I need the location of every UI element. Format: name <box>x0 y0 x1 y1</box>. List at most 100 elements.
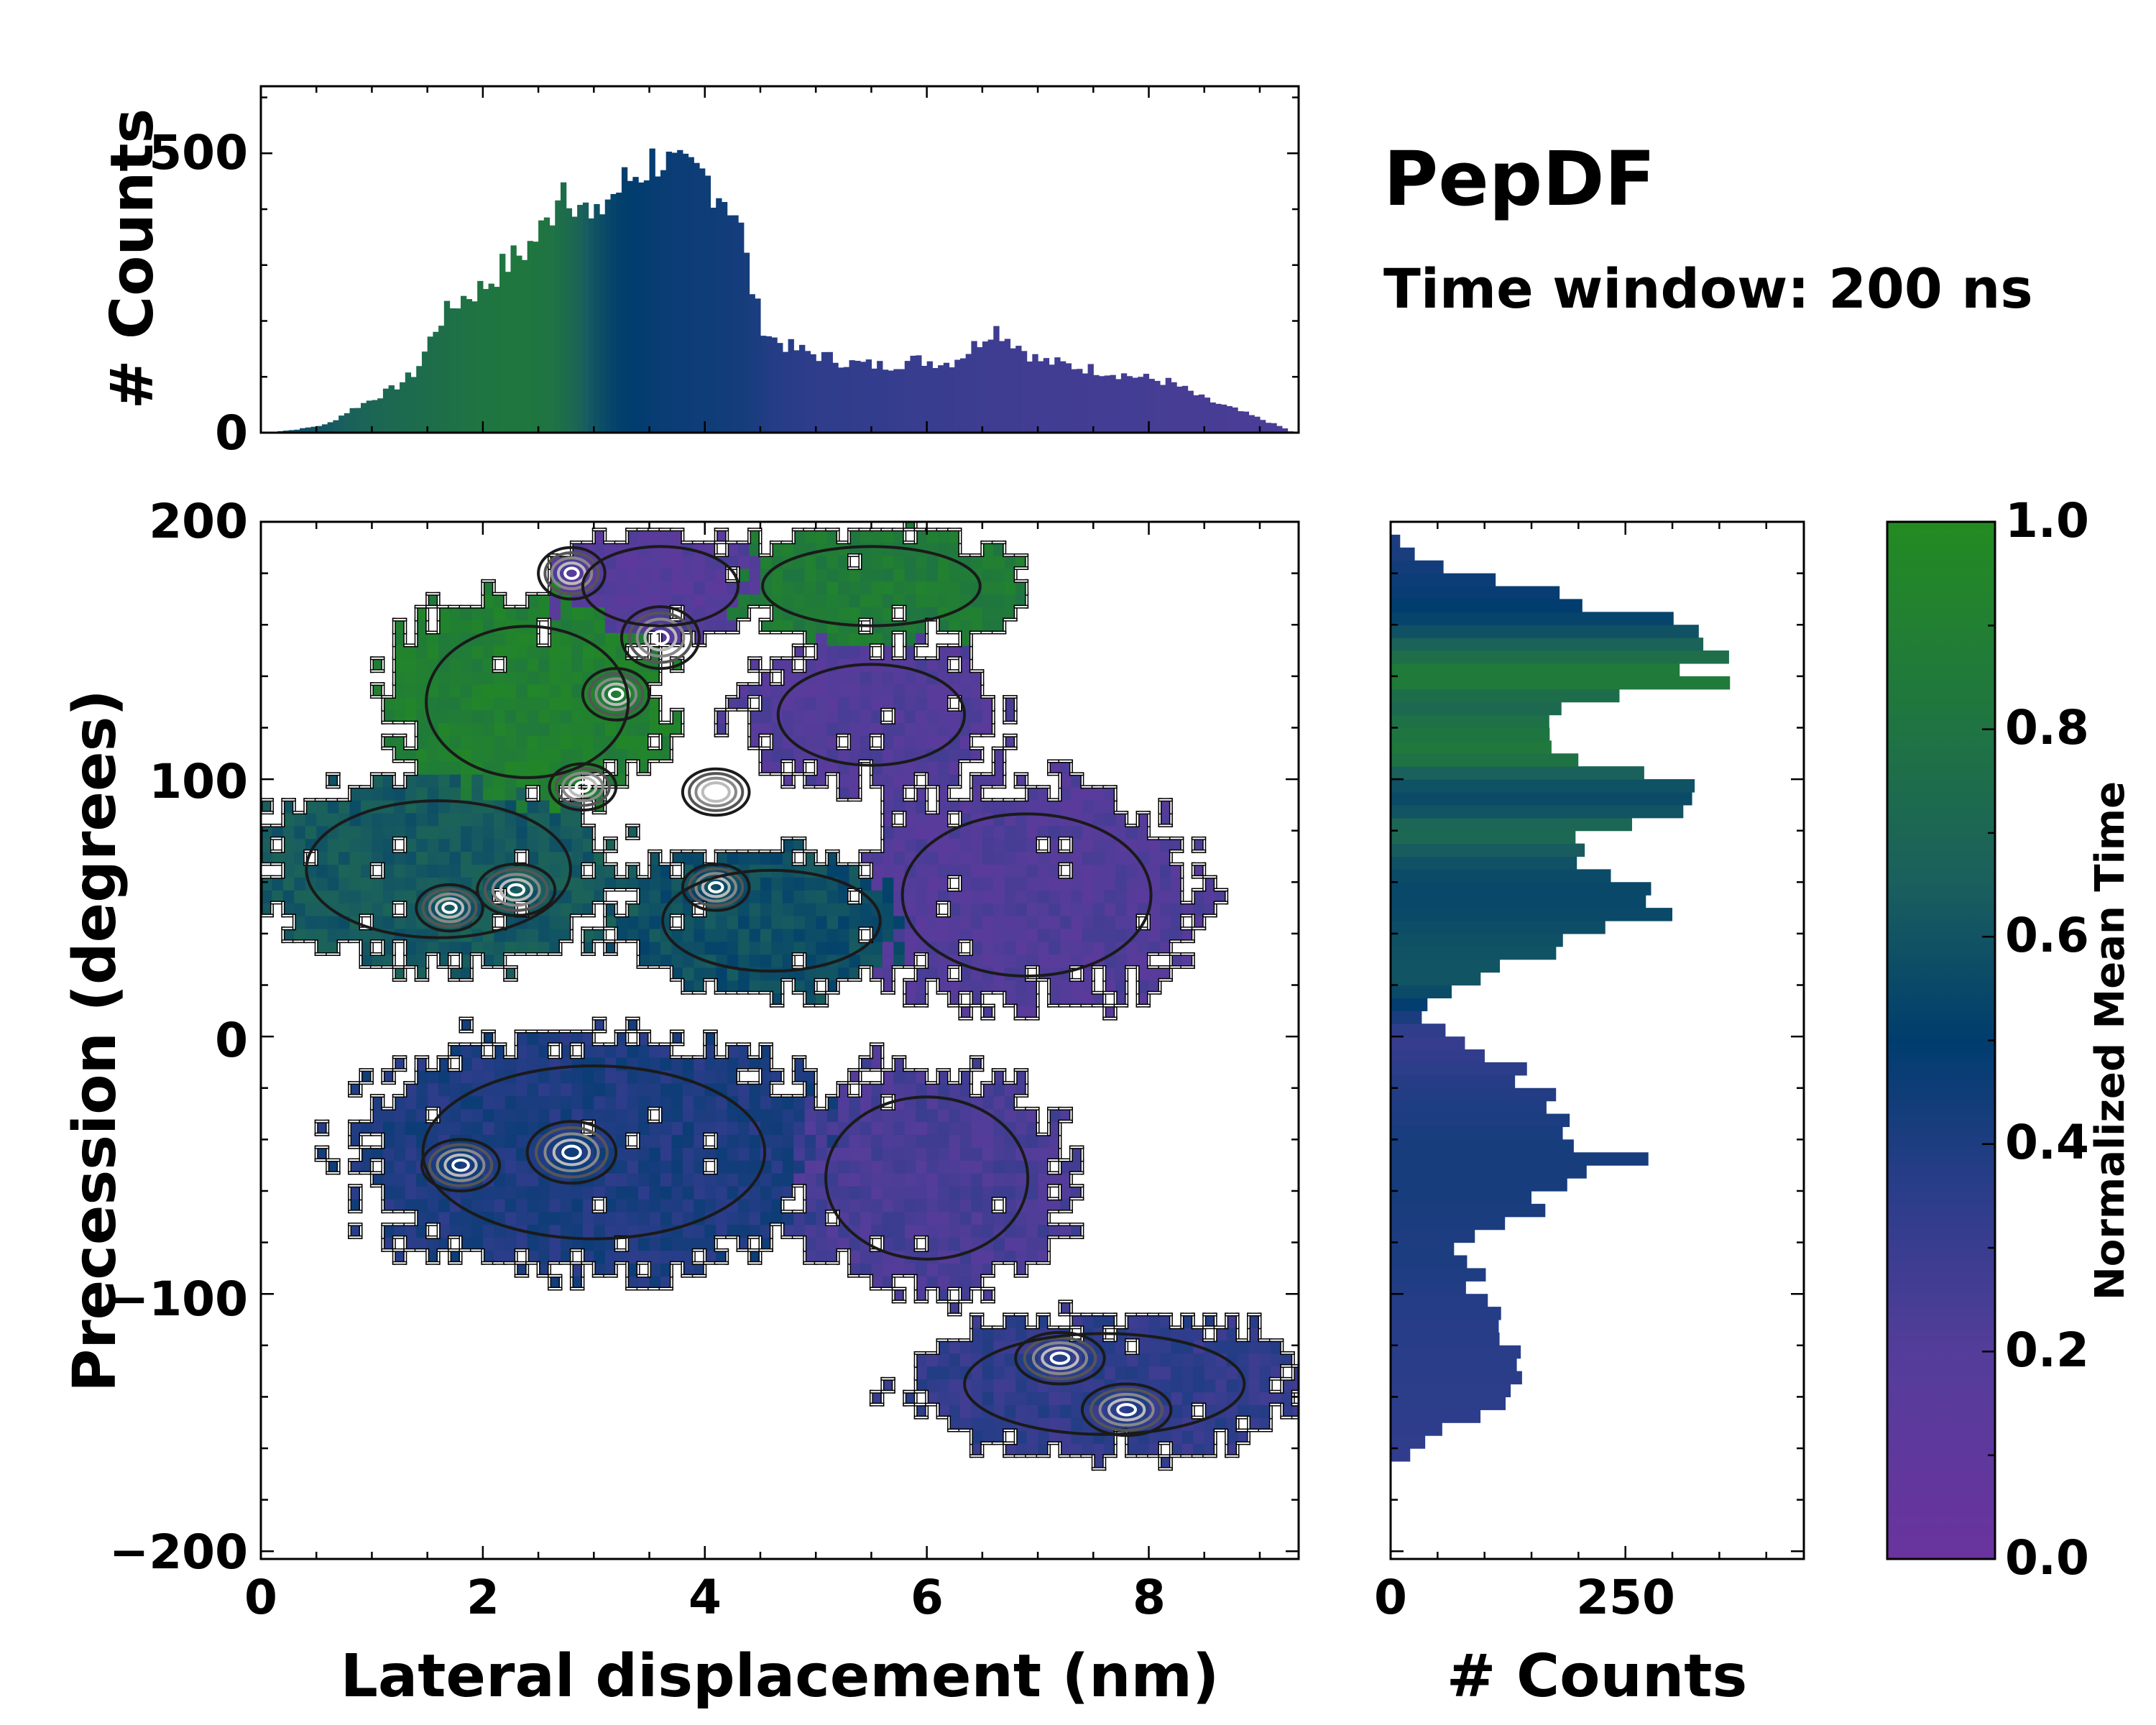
heatmap-cell <box>1115 993 1128 1006</box>
heatmap-cell <box>971 980 983 994</box>
heatmap-cell <box>394 890 406 903</box>
heatmap-cell <box>1159 1366 1172 1380</box>
heatmap-cell <box>826 1237 839 1251</box>
heatmap-cell <box>694 1070 706 1084</box>
heatmap-cell <box>449 632 461 646</box>
heatmap-cell <box>438 825 451 840</box>
heatmap-cell <box>826 890 839 903</box>
heatmap-cell <box>438 761 451 775</box>
heatmap-cell <box>860 1172 872 1187</box>
heatmap-cell <box>704 581 717 595</box>
heatmap-cell <box>682 1198 695 1213</box>
heatmap-cell <box>882 1070 895 1084</box>
top-histogram-bar <box>566 208 573 433</box>
heatmap-cell <box>1093 838 1105 852</box>
heatmap-cell <box>538 1237 550 1251</box>
top-histogram-bar <box>1110 374 1116 433</box>
heatmap-cell <box>1171 1430 1183 1444</box>
heatmap-cell <box>826 632 839 646</box>
heatmap-cell <box>938 1108 950 1123</box>
heatmap-cell <box>560 671 573 685</box>
heatmap-cells <box>261 522 1299 1470</box>
top-histogram-bar <box>1204 397 1211 433</box>
heatmap-cell <box>538 1082 550 1097</box>
heatmap-cell <box>1171 1353 1183 1367</box>
heatmap-cell <box>904 522 916 530</box>
heatmap-cell <box>916 722 928 736</box>
heatmap-cell <box>749 928 761 942</box>
heatmap-cell <box>405 1095 418 1110</box>
heatmap-cell <box>926 594 939 607</box>
heatmap-cell <box>349 877 361 891</box>
heatmap-cell <box>405 786 418 801</box>
heatmap-cell <box>694 928 706 942</box>
heatmap-cell <box>649 928 661 942</box>
top-histogram-bar <box>499 254 506 433</box>
heatmap-cell <box>938 722 950 736</box>
heatmap-cell <box>538 1185 550 1200</box>
heatmap-cell <box>671 954 683 968</box>
heatmap-cell <box>727 967 739 981</box>
heatmap-cell <box>604 594 617 607</box>
heatmap-cell <box>826 645 839 659</box>
heatmap-cell <box>604 1211 617 1225</box>
heatmap-cell <box>1071 915 1083 929</box>
heatmap-cell <box>1004 1147 1016 1161</box>
heatmap-cell <box>549 864 561 878</box>
heatmap-cell <box>660 1172 673 1187</box>
heatmap-cell <box>494 786 506 801</box>
heatmap-cell <box>604 1057 617 1071</box>
heatmap-cell <box>916 1379 928 1393</box>
heatmap-cell <box>804 902 816 916</box>
heatmap-cell <box>926 877 939 891</box>
heatmap-cell <box>538 761 550 775</box>
heatmap-cell <box>1015 928 1028 942</box>
heatmap-cell <box>416 1095 428 1110</box>
heatmap-cell <box>727 851 739 865</box>
heatmap-cell <box>971 786 983 801</box>
heatmap-cell <box>449 684 461 698</box>
heatmap-cell <box>316 851 328 865</box>
top-histogram-bar <box>965 354 972 433</box>
heatmap-cell <box>860 581 872 595</box>
heatmap-cell <box>460 684 473 698</box>
heatmap-cell <box>282 928 295 942</box>
heatmap-cell <box>782 1160 795 1174</box>
heatmap-cell <box>882 568 895 582</box>
heatmap-cell <box>893 1121 906 1135</box>
heatmap-cell <box>438 799 451 814</box>
heatmap-cell <box>871 1108 883 1123</box>
heatmap-cell <box>959 1121 972 1135</box>
heatmap-cell <box>971 902 983 916</box>
heatmap-cell <box>882 786 895 801</box>
heatmap-cell <box>749 542 761 556</box>
heatmap-cell <box>982 1379 995 1393</box>
heatmap-cell <box>671 555 683 569</box>
heatmap-cell <box>694 1057 706 1071</box>
heatmap-cell <box>1238 1353 1250 1367</box>
heatmap-cell <box>571 658 584 672</box>
heatmap-cell <box>405 696 418 711</box>
heatmap-cell <box>749 1147 761 1161</box>
top-histogram-bar <box>860 362 867 433</box>
heatmap-cell <box>871 581 883 595</box>
heatmap-cell <box>938 1211 950 1225</box>
heatmap-cell <box>959 864 972 878</box>
heatmap-cell <box>860 1121 872 1135</box>
heatmap-cell <box>627 1250 639 1264</box>
heatmap-cell <box>427 864 439 878</box>
heatmap-cell <box>771 1121 783 1135</box>
heatmap-cell <box>360 954 373 968</box>
heatmap-cell <box>949 890 961 903</box>
heatmap-cell <box>549 1276 561 1289</box>
heatmap-cell <box>949 529 961 543</box>
heatmap-cell <box>494 1224 506 1238</box>
heatmap-cell <box>793 594 806 607</box>
heatmap-cell <box>1126 825 1138 840</box>
heatmap-cell <box>871 1392 883 1405</box>
heatmap-cell <box>793 620 806 633</box>
heatmap-cell <box>382 709 395 724</box>
heatmap-cell <box>738 581 750 595</box>
heatmap-cell <box>660 581 673 595</box>
heatmap-cell <box>1059 928 1072 942</box>
